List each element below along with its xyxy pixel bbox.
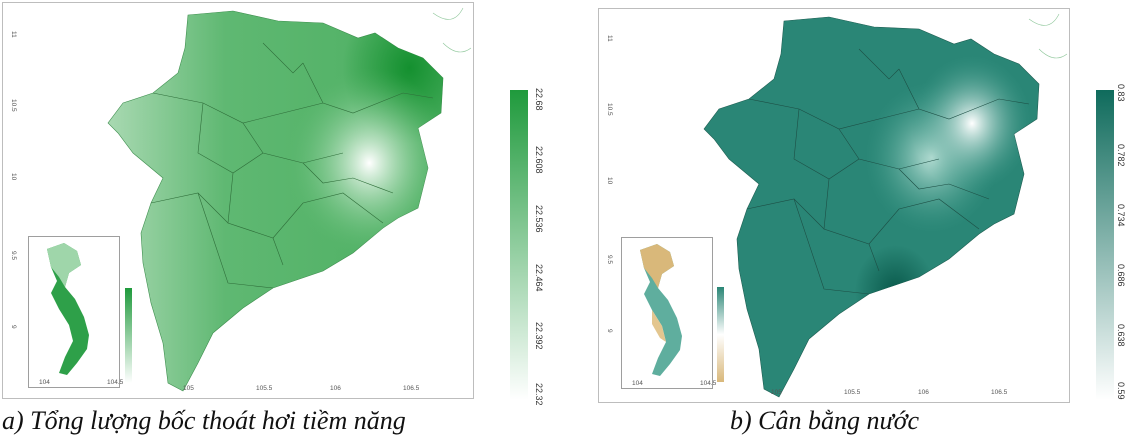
lat-tick: 9 — [606, 329, 613, 333]
inset-lon-tick: 104 — [632, 380, 643, 387]
inset-lon-tick: 104 — [39, 379, 50, 386]
inset-colorbar — [717, 287, 724, 382]
vietnam-inset-map: 104 104.5 — [621, 237, 717, 389]
lon-tick: 105.5 — [256, 385, 273, 392]
colorbar-label: 22.32 — [534, 383, 544, 406]
lon-tick: 106 — [918, 389, 929, 396]
colorbar — [1096, 90, 1114, 400]
colorbar-label: 22.392 — [534, 322, 544, 350]
mekong-delta-map — [107, 7, 472, 392]
colorbar-label: 22.464 — [534, 264, 544, 292]
lon-tick: 106 — [330, 385, 341, 392]
lon-tick: 105 — [771, 389, 782, 396]
lon-tick: 106.5 — [403, 385, 420, 392]
lat-tick: 9.5 — [10, 251, 17, 261]
inset-lon-tick: 104.5 — [700, 380, 717, 387]
lat-tick: 9.5 — [606, 255, 613, 265]
mekong-delta-map — [703, 13, 1068, 398]
colorbar-label: 22.608 — [534, 146, 544, 174]
colorbar — [510, 90, 528, 400]
lat-tick: 11 — [606, 35, 613, 42]
colorbar-label: 0.638 — [1116, 324, 1126, 347]
colorbar-label: 0.59 — [1116, 382, 1126, 400]
lat-tick: 11 — [10, 31, 17, 38]
map-frame: 11 10.5 10 9.5 9 105 105.5 106 106.5 104… — [2, 2, 474, 399]
inset-lon-tick: 104.5 — [107, 379, 124, 386]
lat-tick: 9 — [10, 325, 17, 329]
colorbar-label: 0.83 — [1116, 84, 1126, 102]
lat-tick: 10.5 — [10, 99, 17, 112]
province-boundaries — [746, 48, 1030, 295]
vietnam-inset-map: 104 104.5 — [28, 236, 124, 388]
map-panel-evapotranspiration: 11 10.5 10 9.5 9 105 105.5 106 106.5 104… — [0, 0, 560, 443]
lon-tick: 106.5 — [991, 389, 1008, 396]
lat-tick: 10 — [606, 177, 613, 185]
colorbar-label: 0.734 — [1116, 204, 1126, 227]
inset-colorbar — [125, 288, 132, 383]
map-panel-water-balance: 11 10.5 10 9.5 9 105 105.5 106 106.5 104… — [590, 0, 1128, 443]
map-frame: 11 10.5 10 9.5 9 105 105.5 106 106.5 104… — [598, 8, 1070, 403]
province-boundaries — [150, 42, 434, 289]
colorbar-label: 22.68 — [534, 88, 544, 111]
lon-tick: 105.5 — [844, 389, 861, 396]
caption: b) Cân bằng nước — [730, 406, 920, 435]
colorbar-label: 0.782 — [1116, 144, 1126, 167]
lon-tick: 105 — [183, 385, 194, 392]
lat-tick: 10 — [10, 173, 17, 181]
colorbar-label: 0.686 — [1116, 264, 1126, 287]
colorbar-label: 22.536 — [534, 205, 544, 233]
caption: a) Tổng lượng bốc thoát hơi tiềm năng — [2, 406, 406, 435]
lat-tick: 10.5 — [606, 103, 613, 116]
